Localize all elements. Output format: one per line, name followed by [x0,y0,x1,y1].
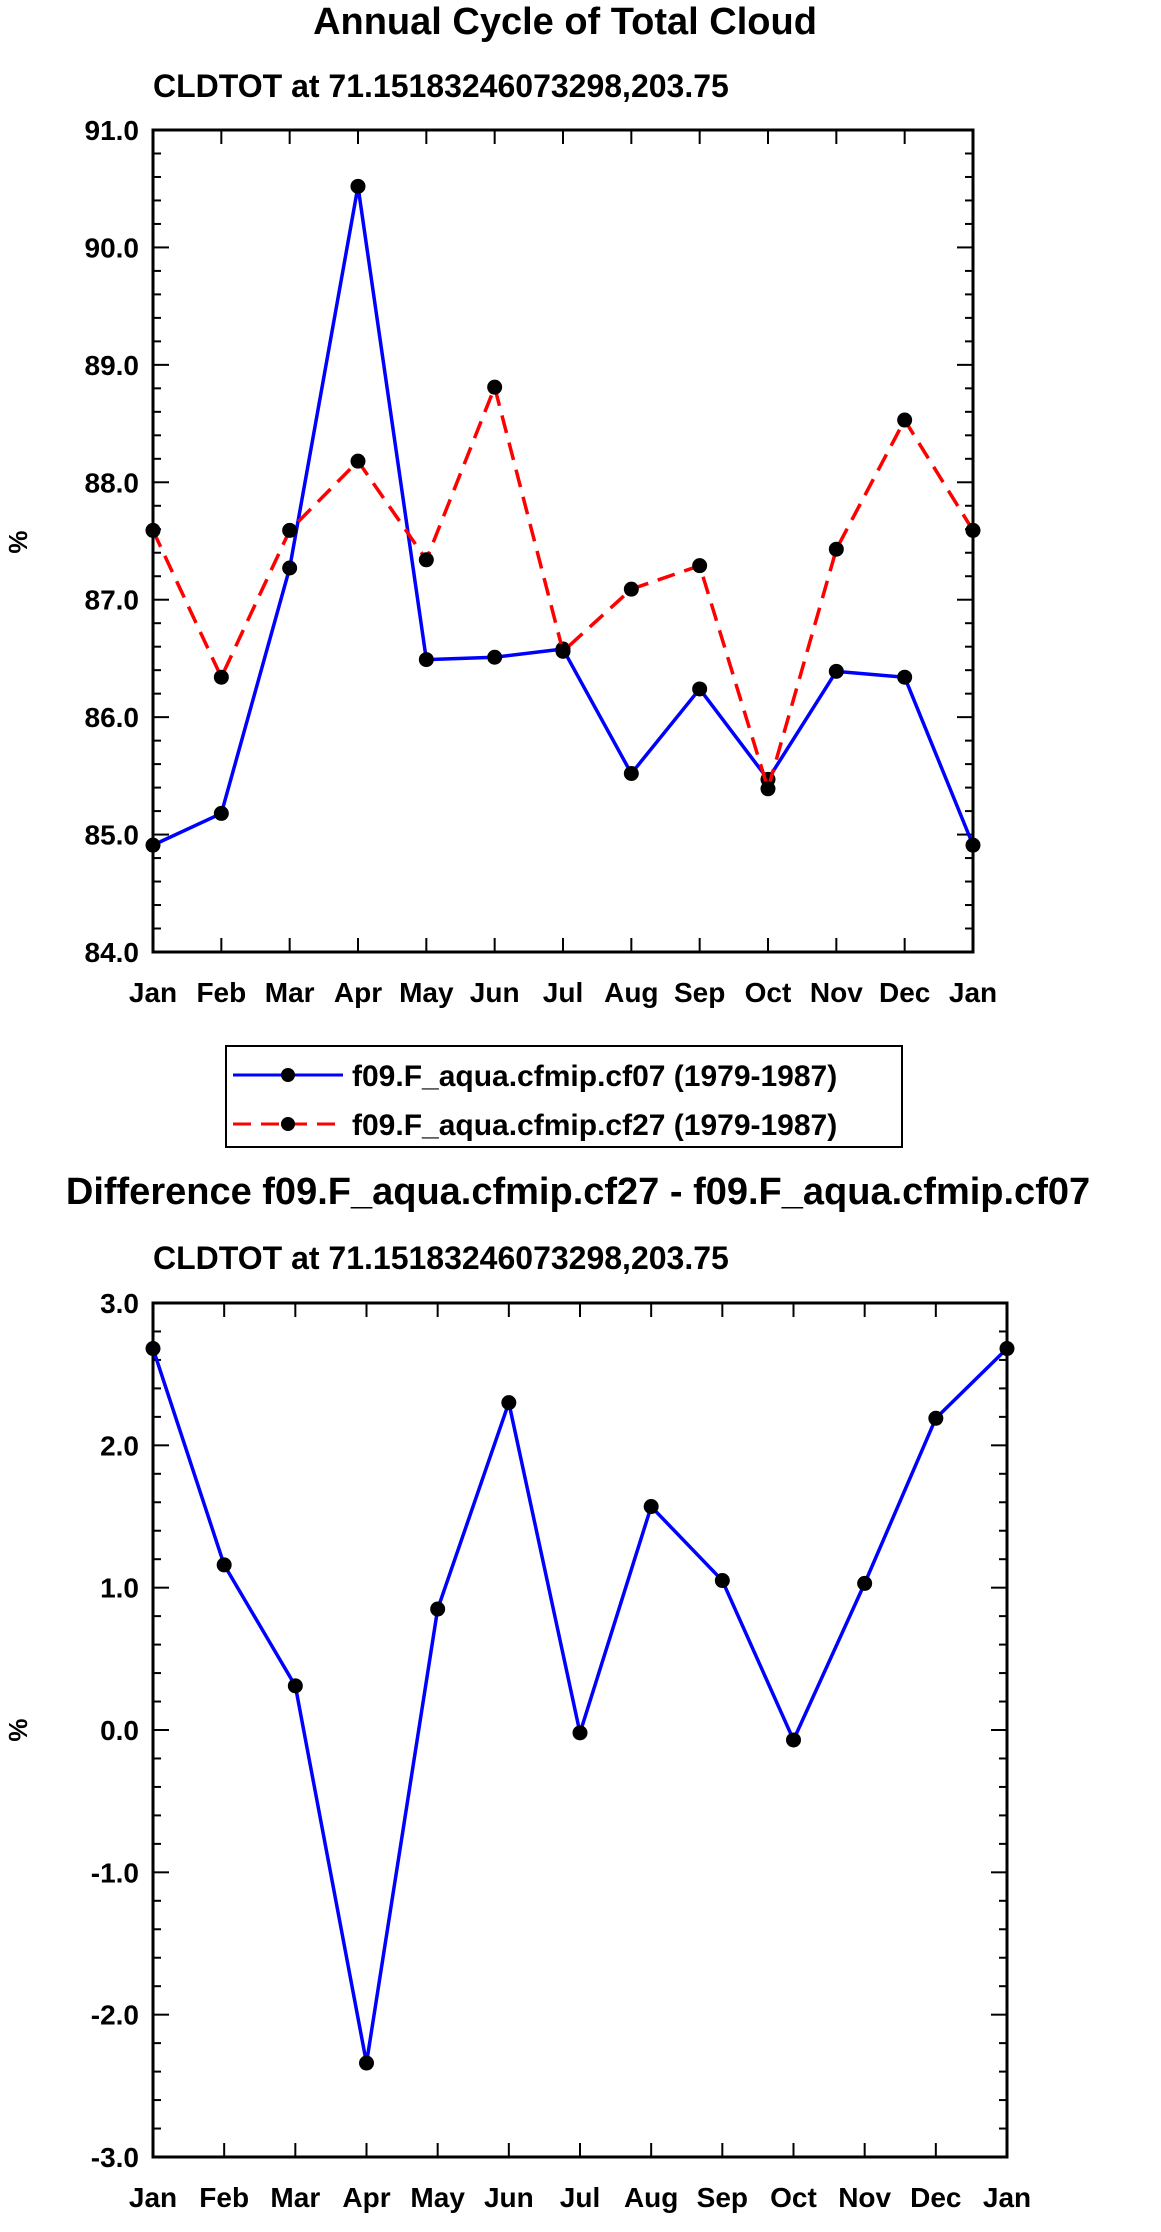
data-point [487,649,503,665]
data-point [350,453,366,469]
legend-marker-cf07 [281,1068,295,1082]
y-tick-label: 2.0 [100,1430,139,1461]
y-tick-label: 1.0 [100,1573,139,1604]
data-point [714,1573,730,1589]
data-point [828,541,844,557]
x-tick-label: Jan [129,977,177,1008]
x-tick-label: Dec [910,2182,961,2213]
x-tick-label: Jun [484,2182,534,2213]
main-title: Annual Cycle of Total Cloud [313,1,817,43]
series-line-1 [152,184,975,847]
legend-marker-cf27 [281,1117,295,1131]
chart2-ylabel: % [3,1718,33,1741]
x-tick-label: Jul [560,2182,600,2213]
data-point [965,522,981,538]
data-point [418,552,434,568]
chart2-subtitle: CLDTOT at 71.15183246073298,203.75 [153,1240,729,1276]
data-point [213,669,229,685]
legend-label-cf07: f09.F_aqua.cfmip.cf07 (1979-1987) [352,1060,837,1093]
x-tick-label: Sep [674,977,725,1008]
x-tick-label: Mar [265,977,315,1008]
y-tick-label: 0.0 [100,1715,139,1746]
data-point [145,522,161,538]
data-point [487,379,503,395]
x-tick-label: Apr [334,977,382,1008]
data-point [430,1601,446,1617]
series-line-2 [151,385,975,791]
x-tick-label: Jul [543,977,583,1008]
data-point [857,1575,873,1591]
x-tick-label: Mar [270,2182,320,2213]
legend-box [225,1045,903,1148]
x-tick-label: Apr [342,2182,390,2213]
x-tick-label: Aug [624,2182,678,2213]
data-point [145,1341,161,1357]
x-tick-label: Oct [745,977,792,1008]
data-point [145,837,161,853]
x-tick-label: May [410,2182,465,2213]
data-point [418,652,434,668]
data-point [213,805,229,821]
y-tick-label: 84.0 [85,937,140,968]
y-tick-label: 88.0 [85,467,140,498]
x-tick-label: Nov [838,2182,891,2213]
legend: f09.F_aqua.cfmip.cf07 (1979-1987) f09.F_… [225,1045,903,1148]
plot-frame [151,128,975,954]
x-tick-label: Feb [196,977,246,1008]
data-point [216,1557,232,1573]
data-point [623,581,639,597]
y-tick-label: -3.0 [91,2142,139,2173]
data-point [897,669,913,685]
x-tick-label: May [399,977,454,1008]
data-point [643,1499,659,1515]
data-point [692,558,708,574]
data-point [282,560,298,576]
x-tick-label: Aug [604,977,658,1008]
data-point [692,681,708,697]
y-tick-label: 87.0 [85,585,140,616]
y-tick-label: 91.0 [85,115,140,146]
data-point [359,2055,374,2071]
x-tick-label: Jan [983,2182,1031,2213]
y-tick-label: 89.0 [85,350,140,381]
x-tick-label: Jun [470,977,520,1008]
y-tick-label: 90.0 [85,232,140,263]
x-tick-label: Jan [129,2182,177,2213]
y-tick-label: 3.0 [100,1288,139,1319]
x-tick-label: Dec [879,977,930,1008]
data-point [828,663,844,679]
x-tick-label: Jan [949,977,997,1008]
chart1-subtitle: CLDTOT at 71.15183246073298,203.75 [153,68,729,104]
series-line-1 [151,1347,1009,2065]
y-tick-label: -2.0 [91,2000,139,2031]
data-point [350,178,366,194]
data-point [928,1410,944,1426]
y-tick-label: -1.0 [91,1857,139,1888]
chart2-plot: Jan Feb Mar Apr May Jun Jul Aug Sep Oct Nov Dec Jan -… [91,1288,1031,2213]
data-point [555,643,571,659]
diff-title: Difference f09.F_aqua.cfmip.cf27 - f09.F… [66,1171,1090,1213]
data-point [623,766,639,782]
data-point [897,412,913,428]
x-tick-label: Sep [697,2182,748,2213]
chart1-ylabel: % [3,530,33,553]
data-point [786,1732,801,1748]
data-point [501,1395,517,1411]
y-tick-label: 85.0 [85,820,140,851]
chart1-plot: Jan Feb Mar Apr May Jun Jul Aug Sep Oct Nov Dec Jan 8… [85,115,998,1008]
x-tick-label: Oct [770,2182,817,2213]
data-point [282,522,298,538]
data-point [760,781,776,797]
data-point [999,1341,1015,1357]
y-tick-label: 86.0 [85,702,140,733]
data-point [287,1678,303,1694]
x-tick-label: Feb [199,2182,249,2213]
data-point [965,837,981,853]
x-tick-label: Nov [810,977,863,1008]
legend-label-cf27: f09.F_aqua.cfmip.cf27 (1979-1987) [352,1109,837,1142]
data-point [572,1725,588,1741]
